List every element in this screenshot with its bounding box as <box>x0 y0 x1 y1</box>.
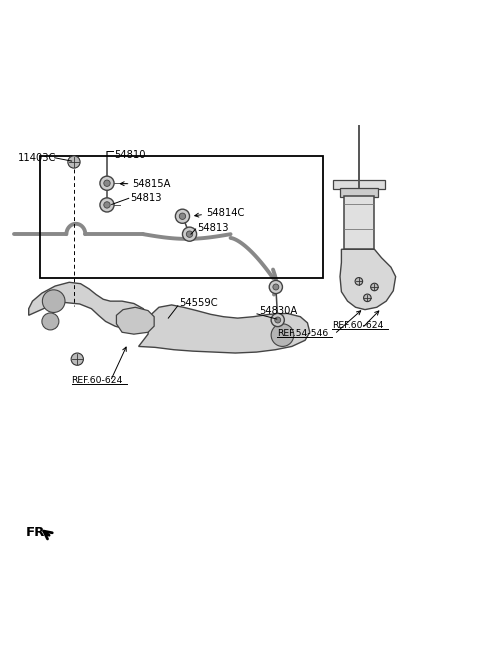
Circle shape <box>68 156 80 168</box>
Bar <box>340 188 378 197</box>
Circle shape <box>273 284 279 290</box>
Text: REF.54-546: REF.54-546 <box>277 328 328 338</box>
Circle shape <box>104 202 110 208</box>
Circle shape <box>355 277 362 285</box>
Circle shape <box>271 313 284 327</box>
Text: FR.: FR. <box>25 526 50 539</box>
Circle shape <box>100 198 114 212</box>
Circle shape <box>42 290 65 313</box>
Text: 54813: 54813 <box>198 223 229 233</box>
Circle shape <box>100 176 114 191</box>
Circle shape <box>71 353 84 365</box>
Circle shape <box>186 231 192 237</box>
Circle shape <box>179 213 186 219</box>
Circle shape <box>182 227 197 241</box>
Bar <box>39 156 323 277</box>
Circle shape <box>175 209 190 223</box>
Circle shape <box>363 294 371 302</box>
Text: 11403C: 11403C <box>18 153 57 163</box>
Circle shape <box>371 283 378 291</box>
Text: REF.60-624: REF.60-624 <box>72 376 123 385</box>
Polygon shape <box>29 283 150 331</box>
Text: 54814C: 54814C <box>206 208 244 218</box>
Circle shape <box>271 324 294 346</box>
Bar <box>344 196 374 249</box>
Text: 54813: 54813 <box>131 193 162 203</box>
Bar <box>334 181 385 189</box>
Circle shape <box>104 180 110 187</box>
Polygon shape <box>139 305 310 353</box>
Text: REF.60-624: REF.60-624 <box>332 321 384 330</box>
Polygon shape <box>340 249 396 309</box>
Circle shape <box>42 313 59 330</box>
Text: 54815A: 54815A <box>132 179 171 189</box>
Text: 54559C: 54559C <box>180 298 218 308</box>
Text: 54830A: 54830A <box>259 306 297 316</box>
Text: 54810: 54810 <box>114 150 145 160</box>
Polygon shape <box>117 307 154 334</box>
Circle shape <box>275 317 281 323</box>
Circle shape <box>269 281 282 294</box>
